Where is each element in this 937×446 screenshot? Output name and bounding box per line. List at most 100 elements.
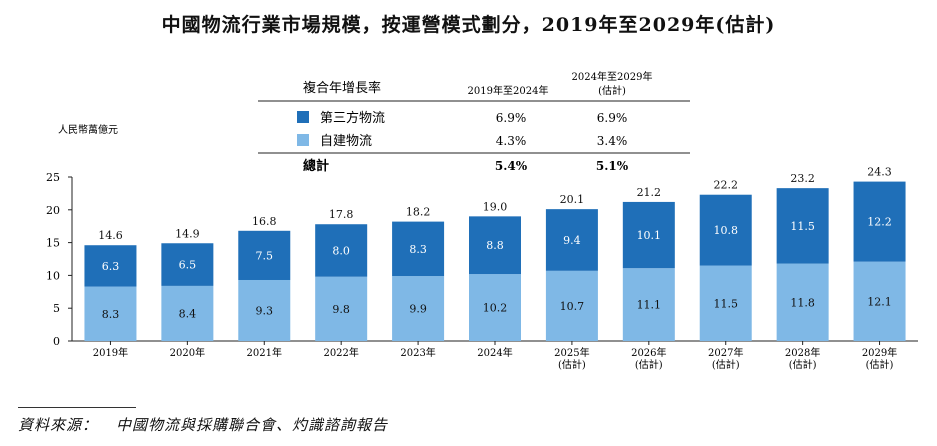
bar-third-party bbox=[238, 230, 291, 280]
data-label-third-party: 6.3 bbox=[102, 260, 120, 273]
data-label-total: 20.1 bbox=[560, 193, 585, 206]
data-label-total: 22.2 bbox=[713, 179, 738, 192]
bar-self-built bbox=[315, 276, 368, 341]
x-tick-label: 2021年 bbox=[247, 346, 282, 359]
data-label-total: 14.9 bbox=[175, 227, 200, 240]
data-label-self-built: 10.2 bbox=[483, 302, 508, 315]
data-label-total: 21.2 bbox=[637, 186, 662, 199]
x-tick-label: 2028年 bbox=[785, 346, 820, 359]
data-label-third-party: 9.4 bbox=[563, 234, 581, 247]
bars: 8.3 6.3 14.6 8.4 6.5 14.9 9.3 7.5 16.8 9.8 8.0 17.8… bbox=[84, 166, 906, 341]
y-tick-label: 20 bbox=[46, 204, 60, 217]
y-tick-label: 0 bbox=[53, 335, 60, 348]
x-tick-label: 2022年 bbox=[323, 346, 358, 359]
bar-third-party bbox=[315, 224, 368, 277]
data-label-third-party: 10.1 bbox=[637, 229, 662, 242]
data-label-total: 24.3 bbox=[867, 166, 892, 179]
data-label-third-party: 8.8 bbox=[486, 239, 504, 252]
data-label-total: 19.0 bbox=[483, 200, 508, 213]
legend-swatch-third-party bbox=[297, 111, 309, 123]
bar-third-party bbox=[84, 245, 137, 287]
x-tick-label: 2026年 bbox=[631, 346, 666, 359]
data-label-third-party: 12.2 bbox=[867, 216, 892, 229]
row-v1-third-party: 6.9% bbox=[496, 111, 527, 125]
data-label-total: 18.2 bbox=[406, 206, 431, 219]
bar-self-built bbox=[469, 274, 521, 341]
data-label-third-party: 10.8 bbox=[713, 224, 738, 237]
row-label-total: 總計 bbox=[303, 158, 329, 174]
row-v2-self-built: 3.4% bbox=[597, 134, 628, 148]
bar-self-built bbox=[84, 286, 137, 341]
x-tick-label: 2023年 bbox=[400, 346, 435, 359]
row-label-self-built: 自建物流 bbox=[320, 134, 372, 149]
x-tick-label: 2029年 bbox=[862, 346, 897, 359]
data-label-third-party: 11.5 bbox=[790, 220, 815, 233]
data-label-self-built: 11.8 bbox=[790, 296, 815, 309]
data-label-third-party: 8.3 bbox=[409, 243, 427, 256]
data-label-self-built: 11.1 bbox=[637, 299, 662, 312]
bar-self-built bbox=[699, 265, 752, 341]
data-label-third-party: 7.5 bbox=[256, 249, 274, 262]
x-tick-label: 2025年 bbox=[554, 346, 589, 359]
x-tick-sublabel: (估計) bbox=[635, 358, 663, 371]
x-tick-label: 2019年 bbox=[93, 346, 128, 359]
data-label-total: 23.2 bbox=[790, 172, 815, 185]
data-label-third-party: 6.5 bbox=[179, 259, 197, 272]
bar-self-built bbox=[853, 261, 906, 341]
bar-self-built bbox=[392, 276, 445, 341]
cagr-table: 複合年增長率 2019年至2024年 2024年至2029年 (估計) 第三方物… bbox=[258, 70, 690, 174]
row-v1-self-built: 4.3% bbox=[496, 134, 527, 148]
table-col1: 2019年至2024年 bbox=[468, 84, 549, 97]
x-tick-sublabel: (估計) bbox=[712, 358, 740, 371]
bar-self-built bbox=[776, 263, 829, 341]
source-text: 中國物流與採購聯合會、灼識諮詢報告 bbox=[116, 416, 389, 434]
bar-third-party bbox=[392, 221, 445, 277]
row-v2-third-party: 6.9% bbox=[597, 111, 628, 125]
row-v2-total: 5.1% bbox=[596, 159, 629, 173]
x-tick-sublabel: (估計) bbox=[866, 358, 894, 371]
y-tick-label: 25 bbox=[46, 171, 60, 184]
data-label-self-built: 9.3 bbox=[256, 304, 274, 317]
row-label-third-party: 第三方物流 bbox=[320, 110, 385, 126]
bar-self-built bbox=[622, 268, 675, 341]
x-tick-sublabel: (估計) bbox=[789, 358, 817, 371]
data-label-total: 14.6 bbox=[98, 229, 123, 242]
y-tick-label: 15 bbox=[46, 237, 60, 250]
bar-third-party bbox=[699, 194, 752, 266]
x-tick-label: 2020年 bbox=[170, 346, 205, 359]
bar-third-party bbox=[469, 216, 521, 275]
bar-third-party bbox=[545, 209, 598, 271]
legend-swatch-self-built bbox=[297, 134, 309, 146]
data-label-self-built: 8.3 bbox=[102, 308, 120, 321]
y-tick-label: 10 bbox=[46, 269, 60, 282]
bar-third-party bbox=[161, 243, 214, 286]
bar-self-built bbox=[238, 279, 291, 341]
bar-third-party bbox=[776, 188, 829, 264]
source-note: 資料來源： 中國物流與採購聯合會、灼識諮詢報告 bbox=[18, 414, 388, 435]
data-label-self-built: 11.5 bbox=[713, 297, 738, 310]
data-label-total: 16.8 bbox=[252, 215, 277, 228]
y-tick-label: 5 bbox=[53, 302, 60, 315]
data-label-total: 17.8 bbox=[329, 208, 354, 221]
bar-third-party bbox=[622, 201, 675, 269]
data-label-third-party: 8.0 bbox=[332, 244, 350, 257]
x-tick-sublabel: (估計) bbox=[558, 358, 586, 371]
source-label: 資料來源： bbox=[18, 416, 99, 434]
x-tick-label: 2024年 bbox=[477, 346, 512, 359]
chart-title: 中國物流行業市場規模，按運營模式劃分，2019年至2029年(估計) bbox=[161, 14, 776, 36]
source-divider bbox=[18, 407, 136, 408]
row-v1-total: 5.4% bbox=[495, 159, 528, 173]
y-unit-label: 人民幣萬億元 bbox=[58, 123, 118, 136]
data-label-self-built: 8.4 bbox=[179, 307, 197, 320]
table-col2-line1: 2024年至2029年 bbox=[572, 70, 653, 83]
table-col2-line2: (估計) bbox=[598, 84, 626, 97]
bar-third-party bbox=[853, 181, 906, 262]
data-label-self-built: 9.8 bbox=[332, 303, 350, 316]
table-header: 複合年增長率 bbox=[303, 80, 381, 96]
bar-self-built bbox=[545, 270, 598, 341]
bar-self-built bbox=[161, 285, 214, 341]
data-label-self-built: 10.7 bbox=[560, 300, 585, 313]
data-label-self-built: 12.1 bbox=[867, 295, 892, 308]
x-tick-label: 2027年 bbox=[708, 346, 743, 359]
